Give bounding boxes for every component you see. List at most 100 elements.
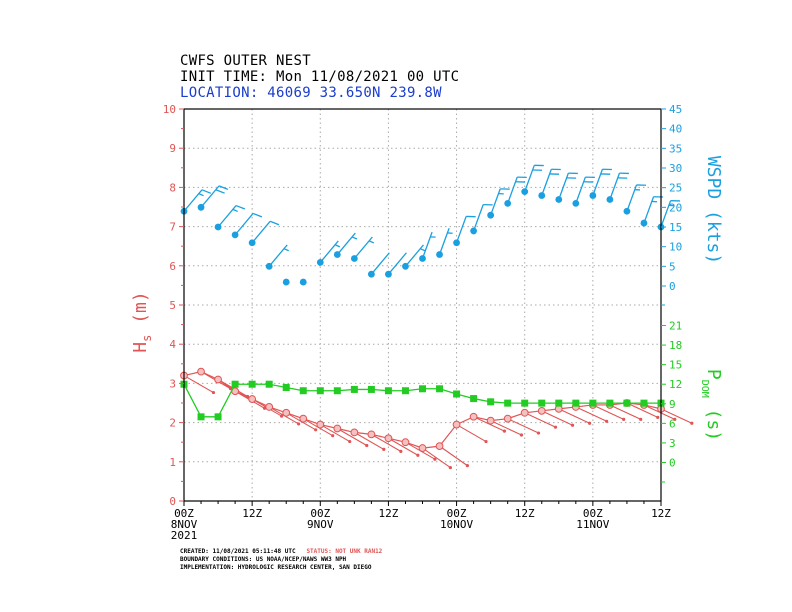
location-label: LOCATION: — [180, 85, 259, 101]
wave-dir-arrow — [490, 420, 522, 436]
chart-title: CWFS OUTER NEST — [180, 53, 311, 69]
wave-dir-arrowhead — [465, 464, 469, 468]
wspd-point — [265, 262, 273, 270]
wave-dir-arrow — [354, 431, 385, 450]
right-axis: 0 5 10 15 20 25 30 35 40 45 0 3 6 9 12 15 18 21 — [661, 103, 682, 483]
x-date-label: 9NOV — [307, 518, 334, 531]
wind-barb-staff — [507, 176, 518, 204]
hs-tick-label: 0 — [169, 495, 176, 508]
pdom-point — [453, 390, 461, 398]
hs-point — [299, 414, 308, 423]
wind-barb-staff — [234, 212, 254, 236]
footer-implementation: IMPLEMENTATION: HYDROLOGIC RESEARCH CENT… — [180, 564, 372, 571]
wave-dir-arrow — [524, 412, 556, 428]
wspd-point — [504, 200, 512, 207]
pdom-point — [572, 399, 580, 407]
wind-barb-staff — [370, 252, 390, 275]
wave-dir-arrow — [183, 375, 214, 394]
wind-barb-staff — [438, 227, 450, 255]
pdom-point — [316, 387, 324, 395]
wave-dir-arrow — [337, 428, 368, 446]
pdom-point — [521, 399, 529, 407]
x-tick-label: 00Z — [310, 507, 330, 520]
hs-point — [503, 414, 512, 423]
wspd-tick-label: 45 — [669, 103, 682, 116]
wspd-point — [470, 227, 478, 235]
wind-barb-staff — [200, 185, 220, 208]
wspd-point — [487, 211, 495, 219]
wave-dir-arrowhead — [448, 465, 452, 470]
wind-barb-staff — [217, 205, 237, 228]
wave-dir-arrow — [541, 410, 573, 426]
wind-barb-feather — [218, 185, 229, 190]
wind-barb-staff — [336, 232, 356, 255]
x-tick-label: 00Z — [447, 507, 467, 520]
wave-dir-arrowhead — [314, 428, 318, 432]
hs-point — [197, 367, 205, 376]
hs-tick-label: 6 — [169, 260, 176, 273]
wind-barb-half-feather — [351, 236, 358, 240]
hs-point — [418, 444, 427, 452]
wspd-tick-label: 10 — [669, 241, 682, 254]
wave-dir-arrowhead — [570, 423, 575, 427]
wave-dir-arrowhead — [605, 419, 609, 423]
wave-dir-arrowhead — [484, 439, 488, 444]
pdom-tick-label: 0 — [669, 457, 676, 470]
wspd-point — [521, 188, 529, 196]
pdom-tick-label: 21 — [669, 320, 682, 333]
footer-created-line: CREATED: 11/08/2021 05:11:48 UTC STATUS:… — [180, 548, 382, 556]
pdom-tick-label: 15 — [669, 359, 682, 372]
wave-dir-arrowhead — [690, 421, 694, 425]
wave-dir-arrowhead — [399, 449, 403, 453]
hs-point — [486, 416, 495, 425]
pdom-point — [197, 413, 205, 421]
wspd-point — [606, 196, 614, 203]
pdom-tick-label: 9 — [669, 398, 676, 411]
init-time: INIT TIME: Mon 11/08/2021 00 UTC — [180, 69, 460, 85]
hs-point — [282, 408, 291, 417]
x-tick-label: 12Z — [515, 507, 535, 520]
pdom-point — [504, 399, 512, 407]
wspd-point — [214, 223, 222, 231]
hs-point — [350, 428, 359, 437]
hs-point — [265, 403, 274, 411]
wind-barb-half-feather — [232, 208, 238, 213]
footer-status: STATUS: NOT UNK RAN12 — [306, 548, 383, 555]
pdom-point — [436, 385, 444, 393]
wind-barb-staff — [524, 165, 535, 192]
wspd-point — [555, 196, 563, 203]
x-date-label: 11NOV — [576, 518, 609, 531]
wspd-point — [248, 239, 256, 247]
wind-barb-half-feather — [334, 244, 341, 248]
pdom-point — [282, 383, 290, 391]
wspd-tick-label: 20 — [669, 201, 682, 214]
wspd-point — [419, 255, 426, 262]
wspd-tick-label: 5 — [669, 260, 676, 273]
pdom-point — [401, 387, 409, 395]
wave-dir-arrow — [320, 424, 351, 443]
pdom-tick-label: 18 — [669, 339, 682, 352]
wind-barb-staff — [609, 172, 621, 200]
wind-barb-half-feather — [283, 248, 290, 252]
wspd-point — [623, 207, 631, 215]
hs-point — [537, 406, 546, 415]
x-tick-label: 12Z — [378, 507, 398, 520]
wave-dir-arrow — [626, 402, 658, 418]
wind-barb-feather — [201, 189, 212, 194]
wind-barb-staff — [353, 236, 373, 259]
wspd-tick-label: 0 — [669, 280, 676, 293]
wind-barbs — [180, 164, 681, 286]
wave-dir-arrow — [558, 408, 590, 424]
wspd-tick-label: 25 — [669, 182, 682, 195]
pdom-point — [299, 387, 307, 395]
wind-barb-staff — [643, 196, 655, 224]
wspd-point — [231, 231, 239, 239]
hs-point — [520, 408, 529, 417]
wspd-point — [197, 203, 205, 211]
wave-dir-arrow — [575, 406, 607, 422]
pdom-point — [555, 399, 563, 407]
wave-dir-arrowhead — [656, 415, 660, 419]
wind-barb-staff — [592, 168, 604, 196]
